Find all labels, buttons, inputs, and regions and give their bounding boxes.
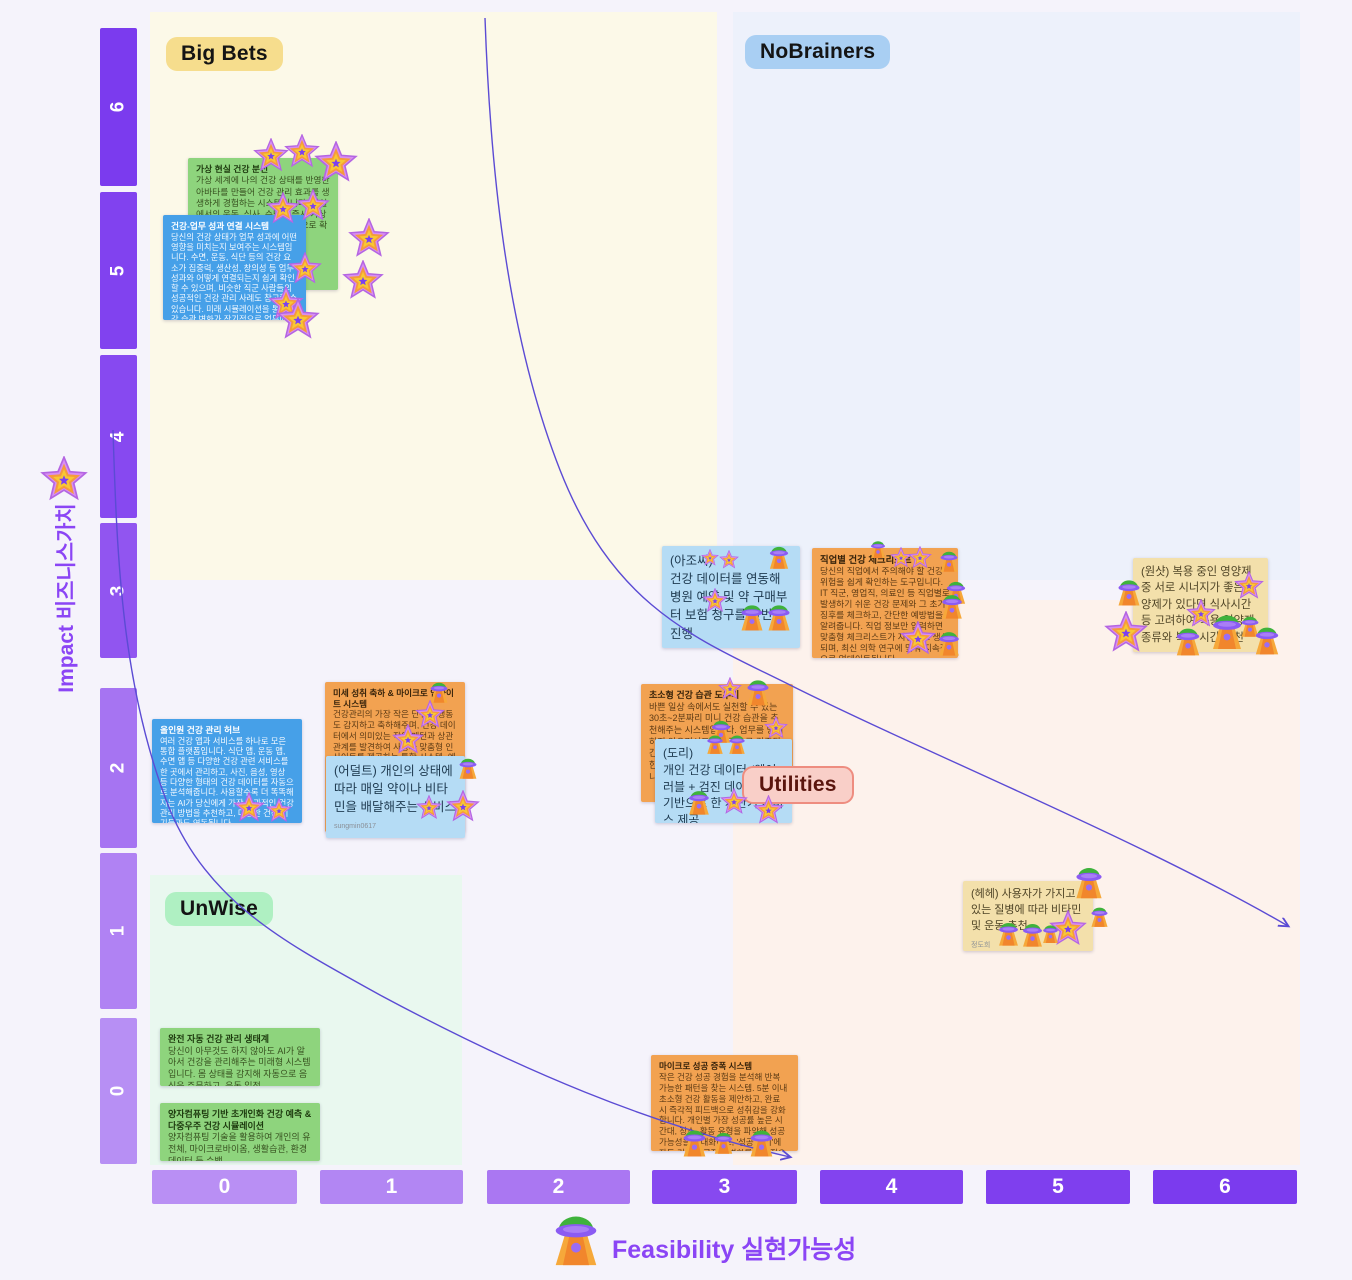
x-axis-title: Feasibility 실현가능성 [612, 1236, 857, 1264]
x-axis-tick-0: 0 [152, 1170, 297, 1204]
y-tick-label: 4 [107, 431, 129, 442]
sticky-note-quantum-health-simulation[interactable]: 양자컴퓨팅 기반 초개인화 건강 예측 & 다중우주 건강 시뮬레이션 양자컴퓨… [160, 1103, 320, 1161]
x-axis-tick-5: 5 [986, 1170, 1130, 1204]
sticky-note-micro-success-amplifier[interactable]: 마이크로 성공 증폭 시스템 작은 건강 성공 경험을 분석해 반복 가능한 패… [651, 1055, 798, 1151]
y-tick-label: 6 [107, 101, 129, 113]
sticky-note-adult-vitamin-delivery[interactable]: (어덜트) 개인의 상태에 따라 매일 약이나 비타민을 배달해주는 서비스 s… [326, 756, 465, 838]
y-tick-label: 3 [107, 585, 129, 596]
note-body: 작은 건강 성공 경험을 분석해 반복 가능한 패턴을 찾는 시스템. 5분 이… [659, 1071, 788, 1151]
note-title: 직업별 건강 체크리스트 [820, 554, 912, 565]
note-body: (어덜트) 개인의 상태에 따라 매일 약이나 비타민을 배달해주는 서비스 [334, 764, 456, 815]
note-title: 양자컴퓨팅 기반 초개인화 건강 예측 & 다중우주 건강 시뮬레이션 [168, 1109, 312, 1131]
y-axis-tick-4: 4 [100, 355, 137, 518]
note-title: 가상 현실 건강 분신 [196, 164, 269, 174]
x-tick-label: 4 [885, 1175, 898, 1198]
note-body: 당신이 아무것도 하지 않아도 AI가 알아서 건강을 관리해주는 미래형 시스… [168, 1045, 311, 1086]
x-axis-tick-3: 3 [652, 1170, 797, 1204]
x-tick-label: 5 [1052, 1175, 1064, 1198]
y-axis-tick-3: 3 [100, 523, 137, 658]
sticky-note-ajossi-insurance[interactable]: (아조씨) 건강 데이터를 연동해 병원 예약 및 약 구매부터 보험 청구를 … [662, 546, 800, 648]
note-title: 마이크로 성공 증폭 시스템 [659, 1061, 753, 1071]
sticky-note-health-work-link[interactable]: 건강-업무 성과 연결 시스템 당신의 건강 상태가 업무 성과에 어떤 영향을… [163, 215, 306, 320]
y-axis-tick-1: 1 [100, 853, 137, 1009]
quadrant-label-nobrainers[interactable]: NoBrainers [745, 35, 891, 69]
y-axis-tick-5: 5 [100, 192, 137, 349]
x-tick-label: 0 [218, 1175, 231, 1198]
note-body: (아조씨) 건강 데이터를 연동해 병원 예약 및 약 구매부터 보험 청구를 … [670, 554, 788, 641]
y-axis-tick-2: 2 [100, 688, 137, 848]
quadrant-label-unwise[interactable]: UnWise [165, 892, 274, 926]
note-title: 올인원 건강 관리 허브 [160, 725, 241, 735]
quadrant-label-utilities[interactable]: Utilities [742, 766, 854, 804]
note-title: 초소형 건강 습관 도우미 [649, 690, 740, 700]
note-title: 건강-업무 성과 연결 시스템 [171, 221, 270, 231]
sticky-note-full-auto-health-ecosystem[interactable]: 완전 자동 건강 관리 생태계 당신이 아무것도 하지 않아도 AI가 알아서 … [160, 1028, 320, 1086]
y-tick-label: 2 [107, 762, 129, 774]
y-tick-label: 0 [107, 1085, 129, 1097]
y-axis-title: Impact 비즈니스가치 [55, 503, 78, 693]
sticky-note-job-health-checklist[interactable]: 직업별 건강 체크리스트 당신의 직업에서 주의해야 할 건강 위험을 쉽게 확… [812, 548, 958, 658]
note-body: 양자컴퓨팅 기술을 활용하여 개인의 유전체, 마이크로바이옴, 생활습관, 환… [168, 1132, 311, 1161]
y-axis-tick-6: 6 [100, 28, 137, 186]
note-body: (헤헤) 사용자가 가지고 있는 질병에 따라 비타민 및 운동 추천 [971, 888, 1082, 932]
note-author: 정도희 [971, 941, 991, 949]
x-tick-label: 1 [385, 1175, 398, 1198]
x-axis-tick-6: 6 [1153, 1170, 1297, 1204]
note-title: 완전 자동 건강 관리 생태계 [168, 1034, 270, 1044]
sticky-note-oneshot-supplements[interactable]: (원샷) 복용 중인 영양제 중 서로 시너지가 좋은 영양제가 있다면 식사시… [1133, 558, 1268, 652]
x-tick-label: 3 [718, 1175, 731, 1198]
y-tick-label: 1 [107, 925, 129, 937]
note-author: sungmin0617 [334, 823, 377, 831]
sticky-note-hehe-vitamin-exercise[interactable]: (헤헤) 사용자가 가지고 있는 질병에 따라 비타민 및 운동 추천 정도희 [963, 881, 1093, 951]
quadrant-label-big-bets[interactable]: Big Bets [166, 37, 283, 71]
note-body: 당신의 건강 상태가 업무 성과에 어떤 영향을 미치는지 보여주는 시스템입니… [171, 231, 298, 320]
y-tick-label: 5 [107, 265, 129, 276]
note-body: 당신의 직업에서 주의해야 할 건강 위험을 쉽게 확인하는 도구입니다. IT… [820, 565, 950, 658]
y-axis-tick-0: 0 [100, 1018, 137, 1164]
note-body: (원샷) 복용 중인 영양제 중 서로 시너지가 좋은 영양제가 있다면 식사시… [1141, 566, 1258, 644]
x-tick-label: 6 [1219, 1175, 1231, 1198]
nobrainers-quadrant-bg [733, 12, 1300, 580]
note-title: 미세 성취 축하 & 마이크로 인사이트 시스템 [333, 688, 454, 709]
x-axis-tick-2: 2 [487, 1170, 630, 1204]
x-tick-label: 2 [552, 1175, 565, 1198]
note-body: 여러 건강 앱과 서비스를 하나로 모은 통합 플랫폼입니다. 식단 앱, 운동… [160, 735, 294, 823]
x-axis-tick-4: 4 [820, 1170, 963, 1204]
sticky-note-all-in-one-health-hub[interactable]: 올인원 건강 관리 허브 여러 건강 앱과 서비스를 하나로 모은 통합 플랫폼… [152, 719, 302, 823]
ufo-stamp-icon [555, 1216, 597, 1266]
x-axis-tick-1: 1 [320, 1170, 463, 1204]
